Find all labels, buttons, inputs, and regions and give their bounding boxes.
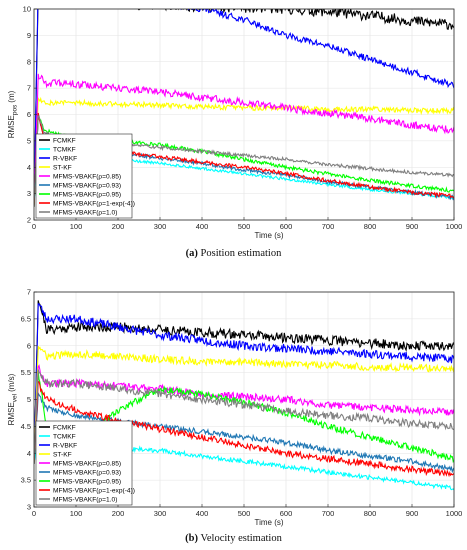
x-tick-label: 1000 — [446, 222, 463, 231]
legend-label-3: ST-KF — [53, 451, 72, 458]
legend-label-5: MFMS-VBAKF(ρ=0.93) — [53, 469, 121, 476]
y-tick-label: 7 — [27, 288, 31, 297]
velocity-chart: 0 100 200 300 400 500 600 700 800 900 1000 3 3.5 4 4.5… — [7, 288, 462, 527]
x-tick-label: 0 — [32, 509, 36, 518]
legend-label-2: R-VBKF — [53, 155, 77, 162]
x-tick-label: 0 — [32, 222, 36, 231]
x-tick-label: 200 — [112, 509, 125, 518]
legend: FCMKF TCMKF R-VBKF ST-KF MFMS-VBAKF(ρ=0.85) M… — [35, 420, 135, 506]
y-tick-label: 7 — [27, 84, 31, 93]
caption-a-label: (a) — [185, 248, 198, 259]
series-line-4 — [34, 73, 454, 207]
series-line-2 — [34, 303, 454, 465]
legend-label-6: MFMS-VBAKF(ρ=0.95) — [53, 478, 121, 485]
y-tick-label: 4 — [27, 163, 31, 172]
y-tick-label: 6 — [27, 341, 31, 350]
series-line-0 — [34, 300, 454, 465]
caption-a-text: Position estimation — [200, 248, 282, 259]
legend: FCMKF TCMKF R-VBKF ST-KF MFMS-VBAKF(ρ=0.85) M… — [35, 133, 135, 219]
y-tick-label: 10 — [23, 5, 31, 14]
series-line-3 — [34, 96, 454, 207]
x-tick-label: 800 — [364, 222, 377, 231]
x-axis-label: Time (s) — [254, 518, 283, 527]
series-line-2 — [34, 9, 454, 207]
x-tick-label: 100 — [70, 222, 83, 231]
position-chart: 0 100 200 300 400 500 600 700 800 900 1000 2 3 4 5 6 7 8 9… — [7, 5, 463, 240]
y-axis-label: RMSEvel(m/s) — [7, 373, 19, 425]
x-tick-label: 600 — [280, 509, 293, 518]
y-axis-label-main: RMSE — [7, 402, 16, 425]
y-tick-label: 5 — [27, 395, 31, 404]
caption-a: (a) Position estimation — [0, 248, 467, 259]
y-axis-label-unit: (m/s) — [7, 373, 16, 392]
x-tick-label: 1000 — [446, 509, 463, 518]
y-tick-label: 4 — [27, 449, 31, 458]
y-tick-label: 3.5 — [21, 476, 31, 485]
y-tick-label: 9 — [27, 31, 31, 40]
x-tick-label: 100 — [70, 509, 83, 518]
caption-b-label: (b) — [185, 533, 199, 544]
x-tick-label: 700 — [322, 222, 335, 231]
legend-label-7: MFMS-VBAKF(ρ=1-exp(-4)) — [53, 487, 135, 494]
x-tick-label: 500 — [238, 509, 251, 518]
legend-label-2: R-VBKF — [53, 442, 77, 449]
legend-label-1: TCMKF — [53, 433, 76, 440]
y-tick-label: 6.5 — [21, 314, 31, 323]
x-tick-label: 800 — [364, 509, 377, 518]
y-tick-label: 3 — [27, 503, 31, 512]
series-line-5 — [34, 391, 454, 474]
series-line-8 — [34, 369, 454, 465]
y-tick-label: 6 — [27, 110, 31, 119]
legend-label-8: MFMS-VBAKF(ρ=1.0) — [53, 496, 117, 503]
legend-label-6: MFMS-VBAKF(ρ=0.95) — [53, 191, 121, 198]
y-axis-label-sub: vel — [12, 393, 19, 402]
y-axis-label: RMSEpos (m) — [7, 90, 19, 138]
series-line-7 — [34, 380, 454, 478]
x-tick-label: 400 — [196, 509, 209, 518]
series-line-3 — [34, 345, 454, 465]
y-tick-label: 8 — [27, 57, 31, 66]
legend-label-5: MFMS-VBAKF(ρ=0.93) — [53, 182, 121, 189]
series-line-0 — [34, 9, 454, 207]
legend-label-4: MFMS-VBAKF(ρ=0.85) — [53, 173, 121, 180]
legend-label-7: MFMS-VBAKF(ρ=1-exp(-4)) — [53, 200, 135, 207]
legend-label-1: TCMKF — [53, 146, 76, 153]
x-tick-label: 200 — [112, 222, 125, 231]
x-tick-label: 500 — [238, 222, 251, 231]
x-axis-label: Time (s) — [254, 231, 283, 240]
x-tick-label: 300 — [154, 509, 167, 518]
x-tick-label: 300 — [154, 222, 167, 231]
legend-label-3: ST-KF — [53, 164, 72, 171]
y-axis-label-sub: pos — [12, 104, 19, 115]
x-tick-label: 600 — [280, 222, 293, 231]
legend-label-0: FCMKF — [53, 137, 76, 144]
legend-box — [35, 133, 133, 219]
y-tick-label: 4.5 — [21, 422, 31, 431]
legend-label-8: MFMS-VBAKF(ρ=1.0) — [53, 209, 117, 216]
y-tick-label: 5 — [27, 136, 31, 145]
ticks: 0 100 200 300 400 500 600 700 800 900 1000 3 3.5 4 4.5… — [21, 288, 463, 518]
legend-label-0: FCMKF — [53, 424, 76, 431]
series-lines — [34, 300, 454, 491]
y-tick-label: 5.5 — [21, 368, 31, 377]
y-tick-label: 3 — [27, 189, 31, 198]
y-tick-label: 2 — [27, 216, 31, 225]
legend-box — [35, 420, 133, 506]
y-axis-label-unit: (m) — [7, 90, 16, 102]
x-tick-label: 400 — [196, 222, 209, 231]
legend-label-4: MFMS-VBAKF(ρ=0.85) — [53, 460, 121, 467]
caption-b-text: Velocity estimation — [200, 533, 282, 544]
caption-b: (b) Velocity estimation — [0, 533, 467, 544]
x-tick-label: 700 — [322, 509, 335, 518]
ticks: 0 100 200 300 400 500 600 700 800 900 1000 2 3 4 5 6 7 8 9… — [23, 5, 463, 231]
x-tick-label: 900 — [406, 509, 419, 518]
x-tick-label: 900 — [406, 222, 419, 231]
y-axis-label-main: RMSE — [7, 115, 16, 138]
